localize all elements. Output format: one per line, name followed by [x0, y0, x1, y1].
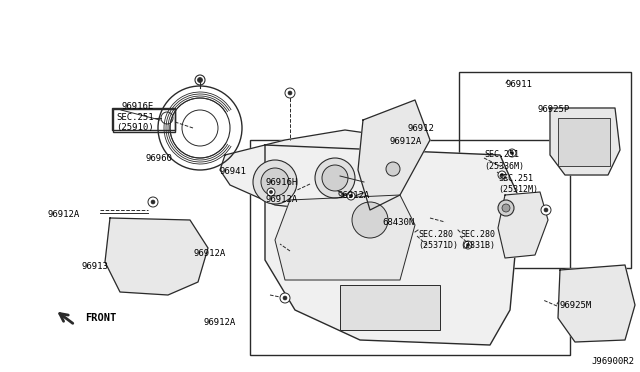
Circle shape — [261, 168, 289, 196]
Text: 96912A: 96912A — [390, 137, 422, 146]
Circle shape — [288, 91, 292, 95]
Text: SEC.280: SEC.280 — [460, 230, 495, 239]
Text: 96912A: 96912A — [48, 210, 80, 219]
Circle shape — [502, 204, 510, 212]
Circle shape — [280, 293, 290, 303]
Polygon shape — [550, 108, 620, 175]
Circle shape — [315, 158, 355, 198]
Text: (25910): (25910) — [116, 123, 154, 132]
Circle shape — [253, 160, 297, 204]
Circle shape — [198, 77, 202, 83]
Circle shape — [386, 162, 400, 176]
Bar — [112, 108, 175, 130]
Text: 96912A: 96912A — [338, 191, 371, 200]
Polygon shape — [105, 218, 208, 295]
Circle shape — [148, 197, 158, 207]
Text: SEC.280: SEC.280 — [418, 230, 453, 239]
Text: 68430N: 68430N — [382, 218, 414, 227]
Text: 96912A: 96912A — [203, 318, 236, 327]
Text: 96912: 96912 — [407, 124, 434, 133]
Circle shape — [464, 241, 472, 249]
Text: SEC.251: SEC.251 — [498, 174, 533, 183]
Text: (25371D): (25371D) — [418, 241, 458, 250]
Text: J96900R2: J96900R2 — [591, 357, 634, 366]
Polygon shape — [220, 130, 390, 210]
Text: 96916E: 96916E — [121, 102, 153, 111]
Circle shape — [511, 151, 514, 155]
Circle shape — [285, 88, 295, 98]
Text: 96960: 96960 — [145, 154, 172, 163]
Text: 96925M: 96925M — [559, 301, 591, 310]
Circle shape — [283, 296, 287, 300]
Bar — [250, 140, 570, 355]
Circle shape — [498, 171, 506, 179]
Text: 96916H: 96916H — [265, 178, 297, 187]
Text: (2831B): (2831B) — [460, 241, 495, 250]
Text: (25312M): (25312M) — [498, 185, 538, 194]
Circle shape — [544, 208, 548, 212]
Text: FRONT: FRONT — [85, 313, 116, 323]
Bar — [558, 118, 610, 166]
Polygon shape — [498, 192, 548, 258]
Circle shape — [342, 192, 398, 248]
Polygon shape — [358, 100, 430, 210]
Circle shape — [498, 200, 514, 216]
Text: SEC.251: SEC.251 — [484, 150, 519, 159]
Bar — [113, 109, 175, 132]
Text: (25336M): (25336M) — [484, 162, 524, 171]
Circle shape — [467, 243, 470, 247]
Polygon shape — [275, 195, 415, 280]
Polygon shape — [265, 145, 520, 345]
Circle shape — [349, 195, 353, 198]
Circle shape — [267, 188, 275, 196]
Text: 96912A: 96912A — [193, 249, 225, 258]
Text: 96913: 96913 — [82, 262, 109, 271]
Bar — [459, 72, 631, 268]
Bar — [340, 285, 440, 330]
Polygon shape — [558, 265, 635, 342]
Text: 96912A: 96912A — [265, 195, 297, 204]
Circle shape — [508, 149, 516, 157]
Circle shape — [500, 173, 504, 177]
Text: 96911: 96911 — [506, 80, 533, 89]
Circle shape — [269, 190, 273, 193]
Circle shape — [347, 192, 355, 200]
Text: 96925P: 96925P — [538, 105, 570, 114]
Circle shape — [322, 165, 348, 191]
Circle shape — [352, 202, 388, 238]
Circle shape — [541, 205, 551, 215]
Circle shape — [151, 200, 155, 204]
Text: 96941: 96941 — [220, 167, 247, 176]
Text: SEC.251: SEC.251 — [116, 113, 154, 122]
